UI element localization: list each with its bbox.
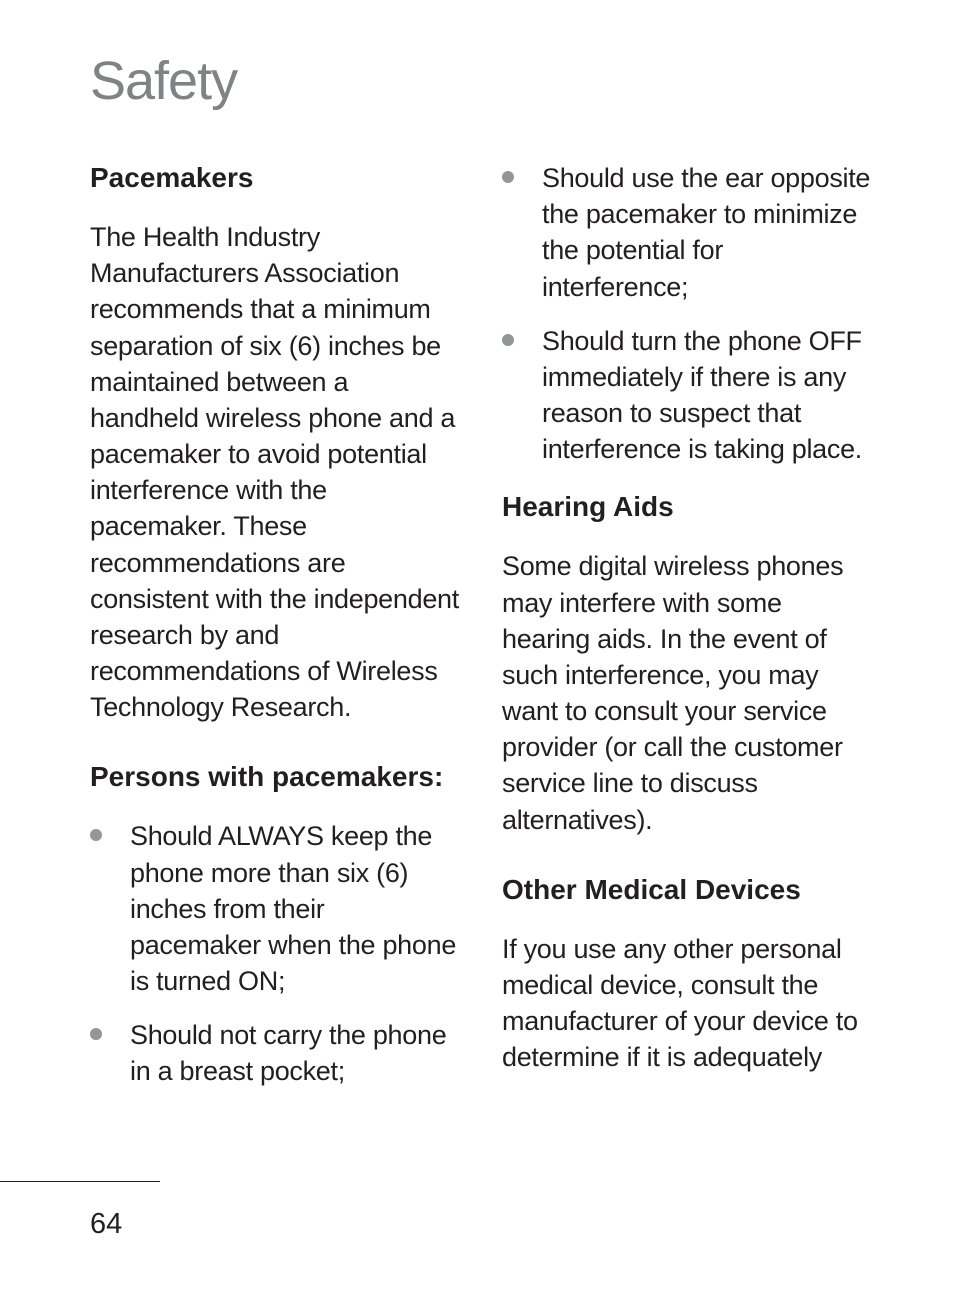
right-column: Should use the ear opposite the pacemake… xyxy=(502,160,874,1112)
left-column: Pacemakers The Health Industry Manufactu… xyxy=(90,160,462,1112)
chapter-title: Safety xyxy=(90,50,874,112)
page-footer: 64 xyxy=(0,1181,160,1241)
heading-persons-with-pacemakers: Persons with pacemakers: xyxy=(90,759,462,794)
heading-hearing-aids: Hearing Aids xyxy=(502,489,874,524)
page: Safety Pacemakers The Health Industry Ma… xyxy=(0,0,954,1112)
bullet-list-persons-cont: Should use the ear opposite the pacemake… xyxy=(502,160,874,467)
two-column-layout: Pacemakers The Health Industry Manufactu… xyxy=(90,160,874,1112)
heading-pacemakers: Pacemakers xyxy=(90,160,462,195)
list-item: Should not carry the phone in a breast p… xyxy=(90,1017,462,1089)
list-item: Should ALWAYS keep the phone more than s… xyxy=(90,818,462,999)
paragraph-other-medical-devices: If you use any other personal medical de… xyxy=(502,931,874,1076)
list-item: Should use the ear opposite the pacemake… xyxy=(502,160,874,305)
paragraph-pacemakers: The Health Industry Manufacturers Associ… xyxy=(90,219,462,725)
paragraph-hearing-aids: Some digital wireless phones may interfe… xyxy=(502,548,874,837)
bullet-list-persons: Should ALWAYS keep the phone more than s… xyxy=(90,818,462,1089)
list-item: Should turn the phone OFF immediately if… xyxy=(502,323,874,468)
page-number: 64 xyxy=(0,1208,160,1241)
heading-other-medical-devices: Other Medical Devices xyxy=(502,872,874,907)
